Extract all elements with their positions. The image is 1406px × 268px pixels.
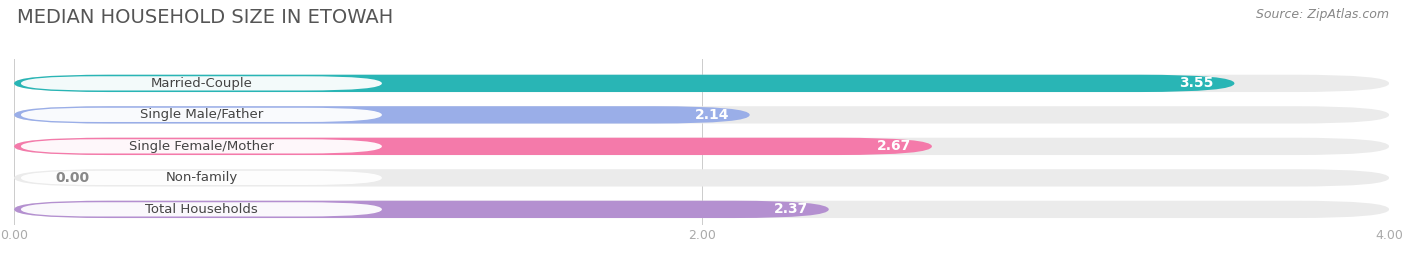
FancyBboxPatch shape (21, 108, 382, 122)
FancyBboxPatch shape (21, 171, 382, 185)
Text: 3.55: 3.55 (1180, 76, 1213, 90)
FancyBboxPatch shape (14, 138, 932, 155)
Text: Single Female/Mother: Single Female/Mother (129, 140, 274, 153)
FancyBboxPatch shape (14, 75, 1234, 92)
FancyBboxPatch shape (21, 202, 382, 217)
Text: 2.37: 2.37 (773, 202, 808, 216)
FancyBboxPatch shape (14, 201, 1389, 218)
Text: MEDIAN HOUSEHOLD SIZE IN ETOWAH: MEDIAN HOUSEHOLD SIZE IN ETOWAH (17, 8, 394, 27)
FancyBboxPatch shape (21, 76, 382, 91)
Text: 2.14: 2.14 (695, 108, 730, 122)
FancyBboxPatch shape (14, 106, 749, 124)
FancyBboxPatch shape (21, 139, 382, 154)
FancyBboxPatch shape (14, 169, 1389, 187)
Text: Single Male/Father: Single Male/Father (139, 108, 263, 121)
FancyBboxPatch shape (14, 106, 1389, 124)
FancyBboxPatch shape (14, 201, 828, 218)
Text: Non-family: Non-family (166, 171, 238, 184)
Text: 0.00: 0.00 (55, 171, 90, 185)
FancyBboxPatch shape (14, 75, 1389, 92)
FancyBboxPatch shape (14, 138, 1389, 155)
Text: Total Households: Total Households (145, 203, 257, 216)
Text: 2.67: 2.67 (877, 139, 911, 153)
Text: Married-Couple: Married-Couple (150, 77, 252, 90)
Text: Source: ZipAtlas.com: Source: ZipAtlas.com (1256, 8, 1389, 21)
